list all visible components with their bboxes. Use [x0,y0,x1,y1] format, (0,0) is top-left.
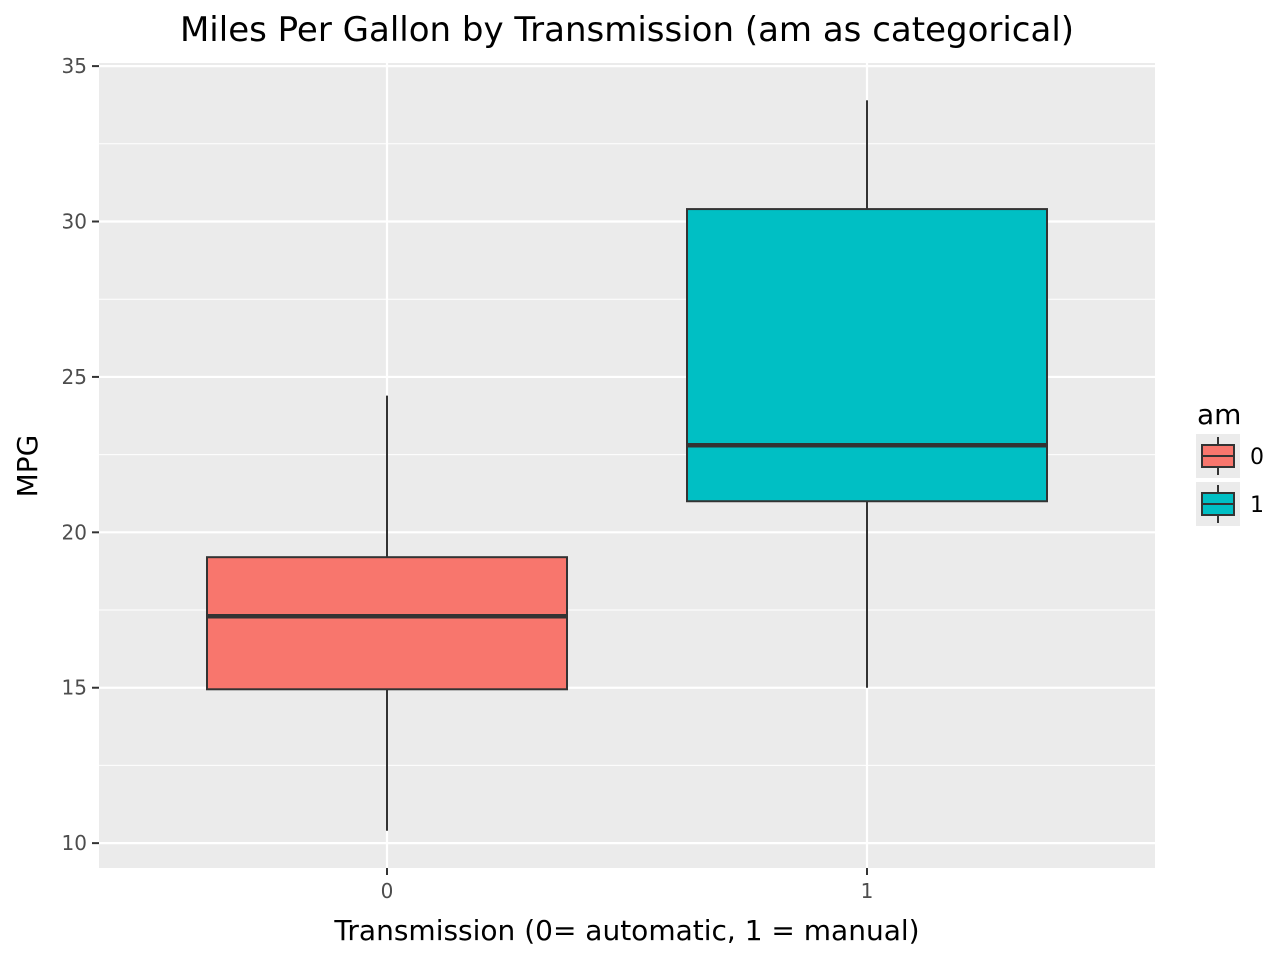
y-tick-label: 15 [62,676,87,700]
x-axis-title: Transmission (0= automatic, 1 = manual) [333,914,919,947]
boxes [206,100,1048,831]
box [206,556,568,691]
legend-item-1: 1 [1196,482,1264,526]
legend-label: 0 [1250,445,1264,470]
box [686,208,1048,503]
legend-label: 1 [1250,493,1264,518]
y-tick-label: 25 [62,365,87,389]
y-tick-label: 10 [62,831,87,855]
box-group-0 [206,395,568,831]
legend-items: 01 [1196,434,1264,526]
y-tick-label: 20 [62,520,87,544]
chart-title: Miles Per Gallon by Transmission (am as … [180,10,1074,50]
box-group-1 [686,100,1048,688]
x-tick-label: 0 [381,879,394,903]
legend-title: am [1197,398,1241,431]
y-axis: 10 15 20 25 30 35 [62,54,99,855]
legend-item-0: 0 [1196,434,1264,478]
x-tick-label: 1 [861,879,874,903]
y-tick-label: 35 [62,54,87,78]
y-tick-label: 30 [62,210,87,234]
y-axis-title: MPG [11,435,44,498]
legend: am 01 [1196,398,1264,526]
